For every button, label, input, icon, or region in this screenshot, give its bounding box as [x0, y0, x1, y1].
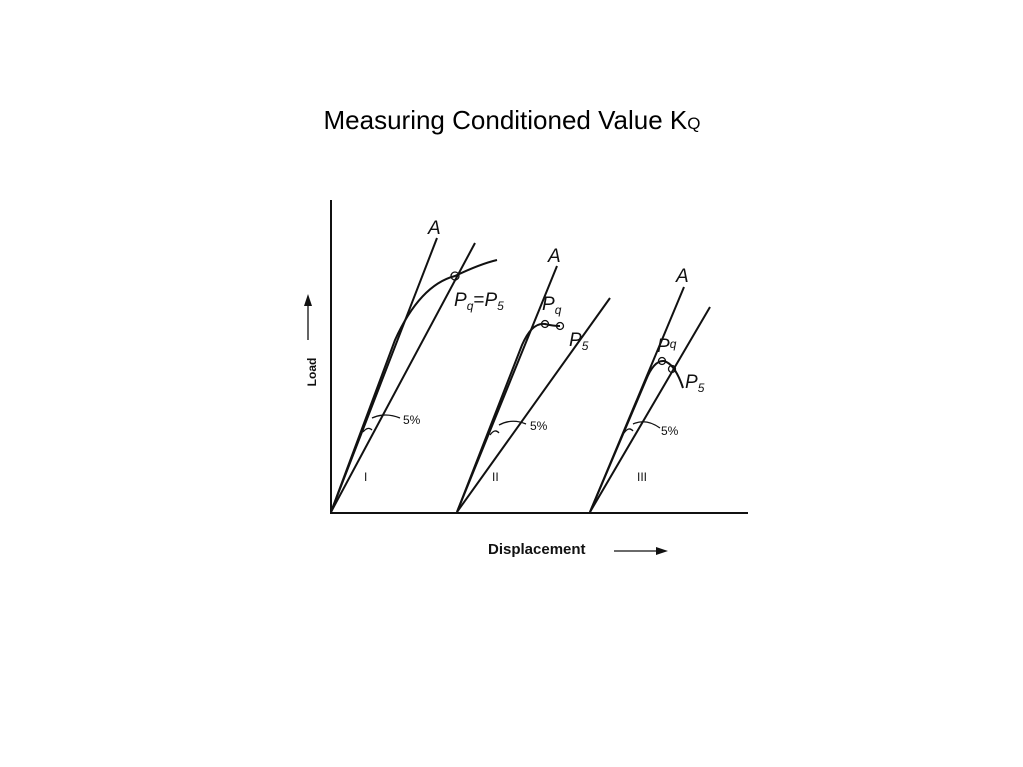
point-label: P5 [569, 330, 589, 353]
numeral: II [492, 470, 499, 484]
numeral: III [637, 470, 647, 484]
point-label: Pq [542, 294, 562, 317]
y-axis-label: Load [305, 358, 319, 387]
curve [589, 359, 684, 513]
line-label: A [547, 246, 561, 267]
symbol: P [685, 372, 698, 393]
numeral: I [364, 470, 367, 484]
panel: A Pq P5 5% III [589, 266, 711, 513]
point-label: Pq [657, 336, 677, 357]
symbol: P [569, 330, 582, 351]
point [667, 364, 677, 374]
point-label: P5 [685, 372, 705, 395]
sub: q [670, 337, 677, 351]
angle-mark [489, 420, 527, 436]
symbol: P [542, 294, 555, 315]
secant [589, 306, 711, 513]
offset-label: 5% [661, 424, 679, 438]
point [657, 356, 667, 366]
panel: A Pq=P5 5% I [330, 218, 504, 513]
symbol: P [454, 290, 467, 311]
point [450, 271, 460, 281]
x-arrowhead [656, 547, 668, 555]
sub: q [555, 303, 562, 317]
title-sub: Q [687, 114, 700, 133]
symbol: P [657, 336, 670, 357]
angle-mark [623, 421, 661, 434]
panel: A Pq P5 5% II [456, 246, 611, 513]
point-label: Pq=P5 [454, 290, 504, 313]
offset-label: 5% [530, 419, 548, 433]
joiner: = [473, 290, 484, 311]
x-axis-label: Displacement [488, 541, 586, 558]
point [555, 321, 565, 331]
y-arrowhead [304, 294, 312, 306]
symbol: P [484, 290, 497, 311]
secant [456, 297, 611, 513]
point [540, 319, 550, 329]
sub: 5 [497, 299, 504, 313]
offset-label: 5% [403, 413, 421, 427]
sub: 5 [698, 381, 705, 395]
angle-mark [362, 414, 401, 433]
secant [330, 242, 476, 513]
sub: q [467, 299, 474, 313]
sub: 5 [582, 339, 589, 353]
title: Measuring Conditioned Value KQ [324, 105, 701, 135]
line-label: A [675, 266, 689, 287]
line-label: A [427, 218, 441, 239]
title-main: Measuring Conditioned Value K [324, 105, 688, 135]
curve [456, 322, 561, 513]
